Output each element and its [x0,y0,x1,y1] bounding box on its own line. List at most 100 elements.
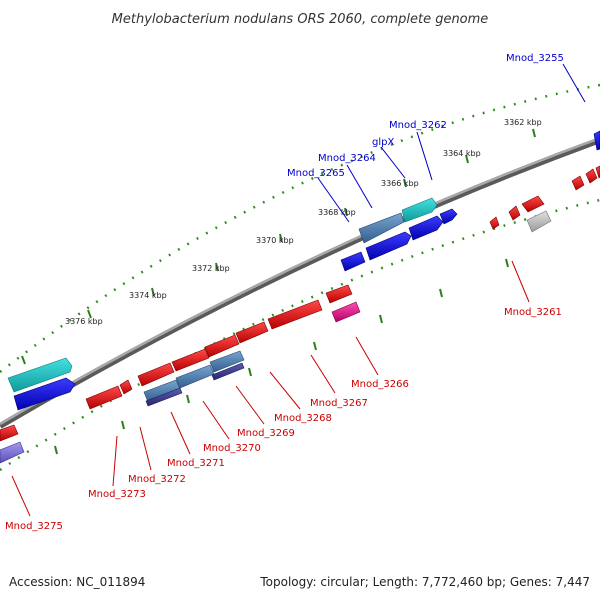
gene-arrow-reverse [0,424,19,442]
forward-features [7,130,600,411]
leader-line [511,260,530,303]
leader-line [235,385,265,425]
gene-arrow-reverse [119,379,133,395]
gene-arrow-forward [7,357,73,393]
gene-arrow-forward [401,197,438,223]
outer-scale-dots [0,83,600,373]
gene-label: Mnod_3270 [203,443,261,454]
leader-line [170,411,191,455]
inner-scale-dots [0,198,600,472]
inner-scale [0,198,600,472]
gene-label: Mnod_3269 [237,428,295,439]
gene-label: glpX [372,137,394,148]
leader-line [416,131,433,181]
major-tick [54,445,58,455]
kbp-label: 3374 kbp [129,291,167,300]
gene-label: Mnod_3265 [287,168,345,179]
leader-line [269,371,301,410]
leader-line [355,336,379,376]
major-tick [215,262,219,272]
leader-line [317,177,350,223]
gene-arrow-reverse [171,348,210,372]
summary-text: Topology: circular; Length: 7,772,460 bp… [259,575,590,589]
gene-arrow-forward [439,208,458,225]
gene-labels: Mnod_3255 Mnod_3262 glpX Mnod_3264 Mnod_… [5,53,564,532]
gene-arrow-reverse [211,362,245,381]
major-tick [465,154,469,164]
major-tick [313,341,317,351]
gene-arrow-reverse [145,387,183,407]
gene-arrow-reverse [585,168,598,184]
leader-line [346,164,373,209]
major-tick [532,128,536,138]
backbone-line [0,136,600,426]
gene-label: Mnod_3275 [5,521,63,532]
gene-arrow-reverse [508,205,521,221]
gene-arrow-reverse [267,299,323,330]
map-title: Methylobacterium nodulans ORS 2060, comp… [112,12,489,27]
gene-arrow-reverse [595,165,600,179]
gene-label: Mnod_3268 [274,413,332,424]
kbp-label: 3364 kbp [443,149,481,158]
gene-arrow-reverse [0,441,25,464]
gene-arrow-reverse [521,195,545,213]
leader-line [139,426,152,471]
gene-arrow-forward [365,231,412,261]
major-tick [403,178,407,188]
outer-scale [0,83,600,373]
gene-label: Mnod_3267 [310,398,368,409]
gene-arrow-reverse [526,210,552,233]
major-tick [151,287,155,297]
leader-line [112,435,118,487]
kbp-label: 3368 kbp [318,208,356,217]
backbone-shadow [0,137,600,429]
gene-arrow-reverse [235,321,269,344]
gene-label: Mnod_3271 [167,458,225,469]
kbp-label: 3366 kbp [381,179,419,188]
gene-label: Mnod_3266 [351,379,409,390]
gene-arrow-reverse [209,350,245,373]
gene-arrow-forward [408,215,444,241]
gene-label: Mnod_3261 [504,307,562,318]
genome-backbone [0,136,600,429]
gene-label: Mnod_3272 [128,474,186,485]
gene-arrow-reverse [85,385,123,410]
gene-label: Mnod_3255 [506,53,564,64]
major-tick [248,367,252,377]
major-tick [379,314,383,324]
kbp-label: 3376 kbp [65,317,103,326]
gene-arrow-forward [358,212,405,244]
kbp-label: 3372 kbp [192,264,230,273]
leader-line [310,354,336,394]
major-tick [279,233,283,243]
leader-line [202,400,230,440]
gene-label: Mnod_3262 [389,120,447,131]
leader-line [11,475,31,517]
kbp-labels: 3362 kbp 3364 kbp 3366 kbp 3368 kbp 3370… [65,118,542,326]
leader-line [562,63,586,103]
gene-arrow-reverse [489,216,500,230]
major-tick [186,394,190,404]
reverse-features [0,165,600,464]
gene-arrow-forward [593,130,600,151]
gene-arrow-reverse [204,334,240,358]
major-tick [87,309,92,319]
major-tick [439,288,443,298]
kbp-label: 3362 kbp [504,118,542,127]
accession-text: Accession: NC_011894 [9,575,145,589]
major-tick [505,258,509,268]
major-tick [21,355,26,365]
major-tick [344,207,348,217]
gene-arrow-forward [13,377,76,411]
leader-lines [11,63,586,517]
gene-label: Mnod_3264 [318,153,376,164]
gene-arrow-reverse [331,301,361,323]
leader-line [380,146,406,179]
major-tick [121,420,125,430]
kbp-label: 3370 kbp [256,236,294,245]
gene-arrow-reverse [571,175,585,191]
gene-arrow-forward [340,251,366,272]
gene-arrow-reverse [137,362,175,387]
gene-arrow-reverse [325,284,353,304]
